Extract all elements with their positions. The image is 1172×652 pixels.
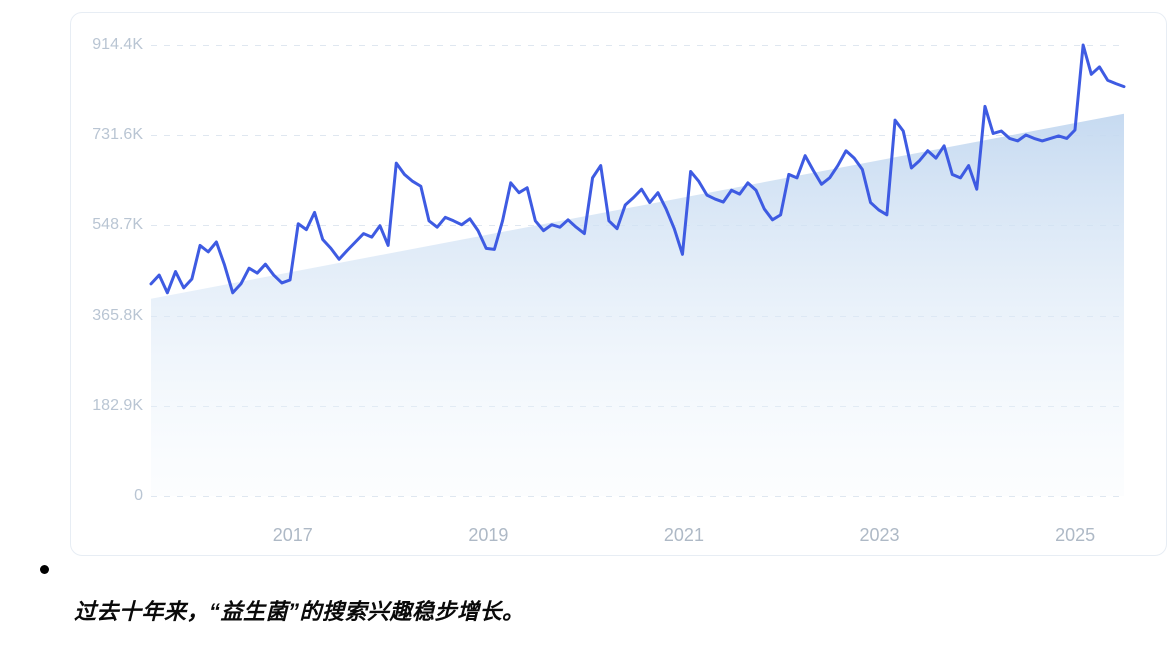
y-tick-label: 731.6K	[92, 126, 143, 144]
chart-caption: 过去十年来，“益生菌”的搜索兴趣稳步增长。	[74, 599, 525, 624]
x-axis: 2017 2019 2021 2023 2025	[151, 525, 1124, 555]
y-tick-label: 182.9K	[92, 396, 143, 414]
gridline	[151, 45, 1124, 46]
gridline	[151, 135, 1124, 137]
x-tick-label: 2023	[859, 525, 900, 545]
x-tick-label: 2019	[468, 525, 509, 545]
x-tick-label: 2017	[272, 525, 313, 545]
search-interest-line	[151, 45, 1124, 293]
plot-area[interactable]	[151, 45, 1124, 497]
trend-area-fill	[151, 113, 1124, 497]
chart-card: 914.4K 731.6K 548.7K 365.8K 182.9K 0 2017 2019…	[70, 12, 1167, 556]
y-tick-label: 0	[134, 487, 143, 504]
x-tick-label: 2021	[663, 525, 704, 545]
bullet-point	[40, 565, 49, 574]
y-tick-label: 914.4K	[92, 36, 143, 53]
gridline	[151, 496, 1124, 497]
y-axis: 914.4K 731.6K 548.7K 365.8K 182.9K 0	[71, 36, 143, 504]
trend-line-chart[interactable]	[151, 45, 1124, 497]
y-tick-label: 548.7K	[92, 216, 143, 234]
y-tick-label: 365.8K	[92, 306, 143, 324]
x-tick-label: 2025	[1055, 525, 1096, 545]
